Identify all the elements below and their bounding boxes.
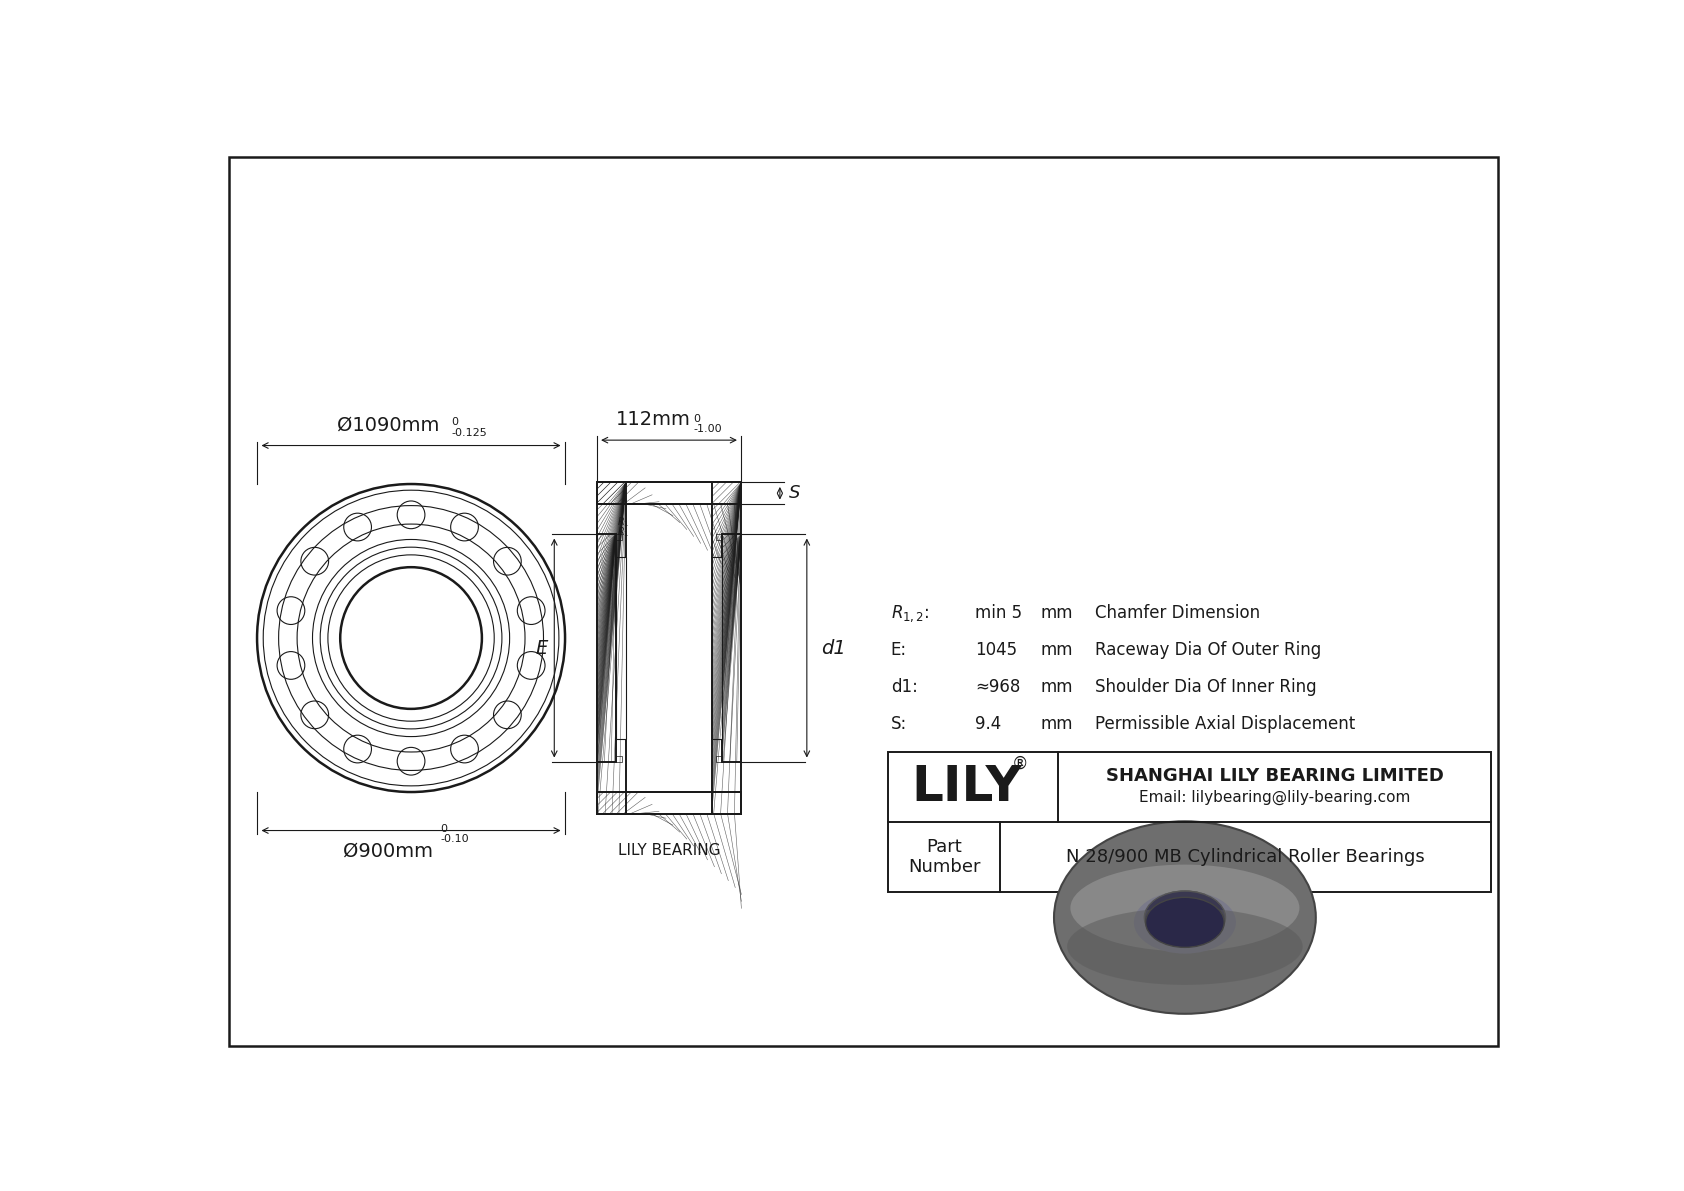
Text: d1: d1 xyxy=(820,638,845,657)
Text: mm: mm xyxy=(1041,641,1073,660)
Bar xyxy=(716,756,722,762)
Text: $R_{1,2}$:: $R_{1,2}$: xyxy=(891,603,930,624)
Text: ®: ® xyxy=(1012,755,1029,773)
Bar xyxy=(889,752,1492,892)
Bar xyxy=(596,792,741,813)
Bar xyxy=(596,482,741,504)
Text: LILY: LILY xyxy=(911,763,1022,811)
Bar xyxy=(716,534,722,541)
Text: Email: lilybearing@lily-bearing.com: Email: lilybearing@lily-bearing.com xyxy=(1138,790,1410,805)
Text: S:: S: xyxy=(891,716,908,734)
Text: 9.4: 9.4 xyxy=(975,716,1002,734)
Text: 0: 0 xyxy=(451,417,458,428)
Text: Chamfer Dimension: Chamfer Dimension xyxy=(1095,604,1260,623)
Bar xyxy=(712,557,722,740)
Text: 0: 0 xyxy=(440,824,448,834)
Text: mm: mm xyxy=(1041,604,1073,623)
Text: S: S xyxy=(790,485,800,503)
Ellipse shape xyxy=(1071,865,1300,952)
Ellipse shape xyxy=(1054,822,1315,1014)
Bar xyxy=(596,534,616,762)
Text: mm: mm xyxy=(1041,716,1073,734)
Text: Shoulder Dia Of Inner Ring: Shoulder Dia Of Inner Ring xyxy=(1095,679,1317,697)
Text: 0: 0 xyxy=(694,413,701,424)
Text: 1045: 1045 xyxy=(975,641,1017,660)
Text: 112mm: 112mm xyxy=(616,411,690,430)
Text: E: E xyxy=(536,638,549,657)
Text: $R_1$: $R_1$ xyxy=(616,525,630,540)
Text: Raceway Dia Of Outer Ring: Raceway Dia Of Outer Ring xyxy=(1095,641,1320,660)
Ellipse shape xyxy=(1068,908,1303,985)
Text: E:: E: xyxy=(891,641,908,660)
Text: Ø1090mm: Ø1090mm xyxy=(337,416,440,435)
Bar xyxy=(596,482,741,504)
Text: $R_1$: $R_1$ xyxy=(616,515,630,529)
Text: Ø900mm: Ø900mm xyxy=(344,841,433,860)
Text: Part
Number: Part Number xyxy=(908,837,980,877)
Text: -0.10: -0.10 xyxy=(440,835,468,844)
Text: Permissible Axial Displacement: Permissible Axial Displacement xyxy=(1095,716,1356,734)
Text: N 28/900 MB Cylindrical Roller Bearings: N 28/900 MB Cylindrical Roller Bearings xyxy=(1066,848,1425,866)
Ellipse shape xyxy=(1133,891,1236,954)
Ellipse shape xyxy=(1145,897,1224,947)
Text: min 5: min 5 xyxy=(975,604,1022,623)
Text: ≈968: ≈968 xyxy=(975,679,1021,697)
Bar xyxy=(616,534,621,541)
Bar xyxy=(712,482,741,813)
Bar xyxy=(596,482,626,813)
Text: mm: mm xyxy=(1041,679,1073,697)
Bar xyxy=(596,792,741,813)
Bar xyxy=(616,557,626,740)
Text: -1.00: -1.00 xyxy=(694,424,722,435)
Text: -0.125: -0.125 xyxy=(451,428,487,438)
Ellipse shape xyxy=(1145,891,1226,944)
Text: SHANGHAI LILY BEARING LIMITED: SHANGHAI LILY BEARING LIMITED xyxy=(1106,767,1443,785)
Ellipse shape xyxy=(1145,891,1226,944)
Text: d1:: d1: xyxy=(891,679,918,697)
Bar xyxy=(616,756,621,762)
Bar xyxy=(722,534,741,762)
Text: LILY BEARING: LILY BEARING xyxy=(618,843,721,858)
